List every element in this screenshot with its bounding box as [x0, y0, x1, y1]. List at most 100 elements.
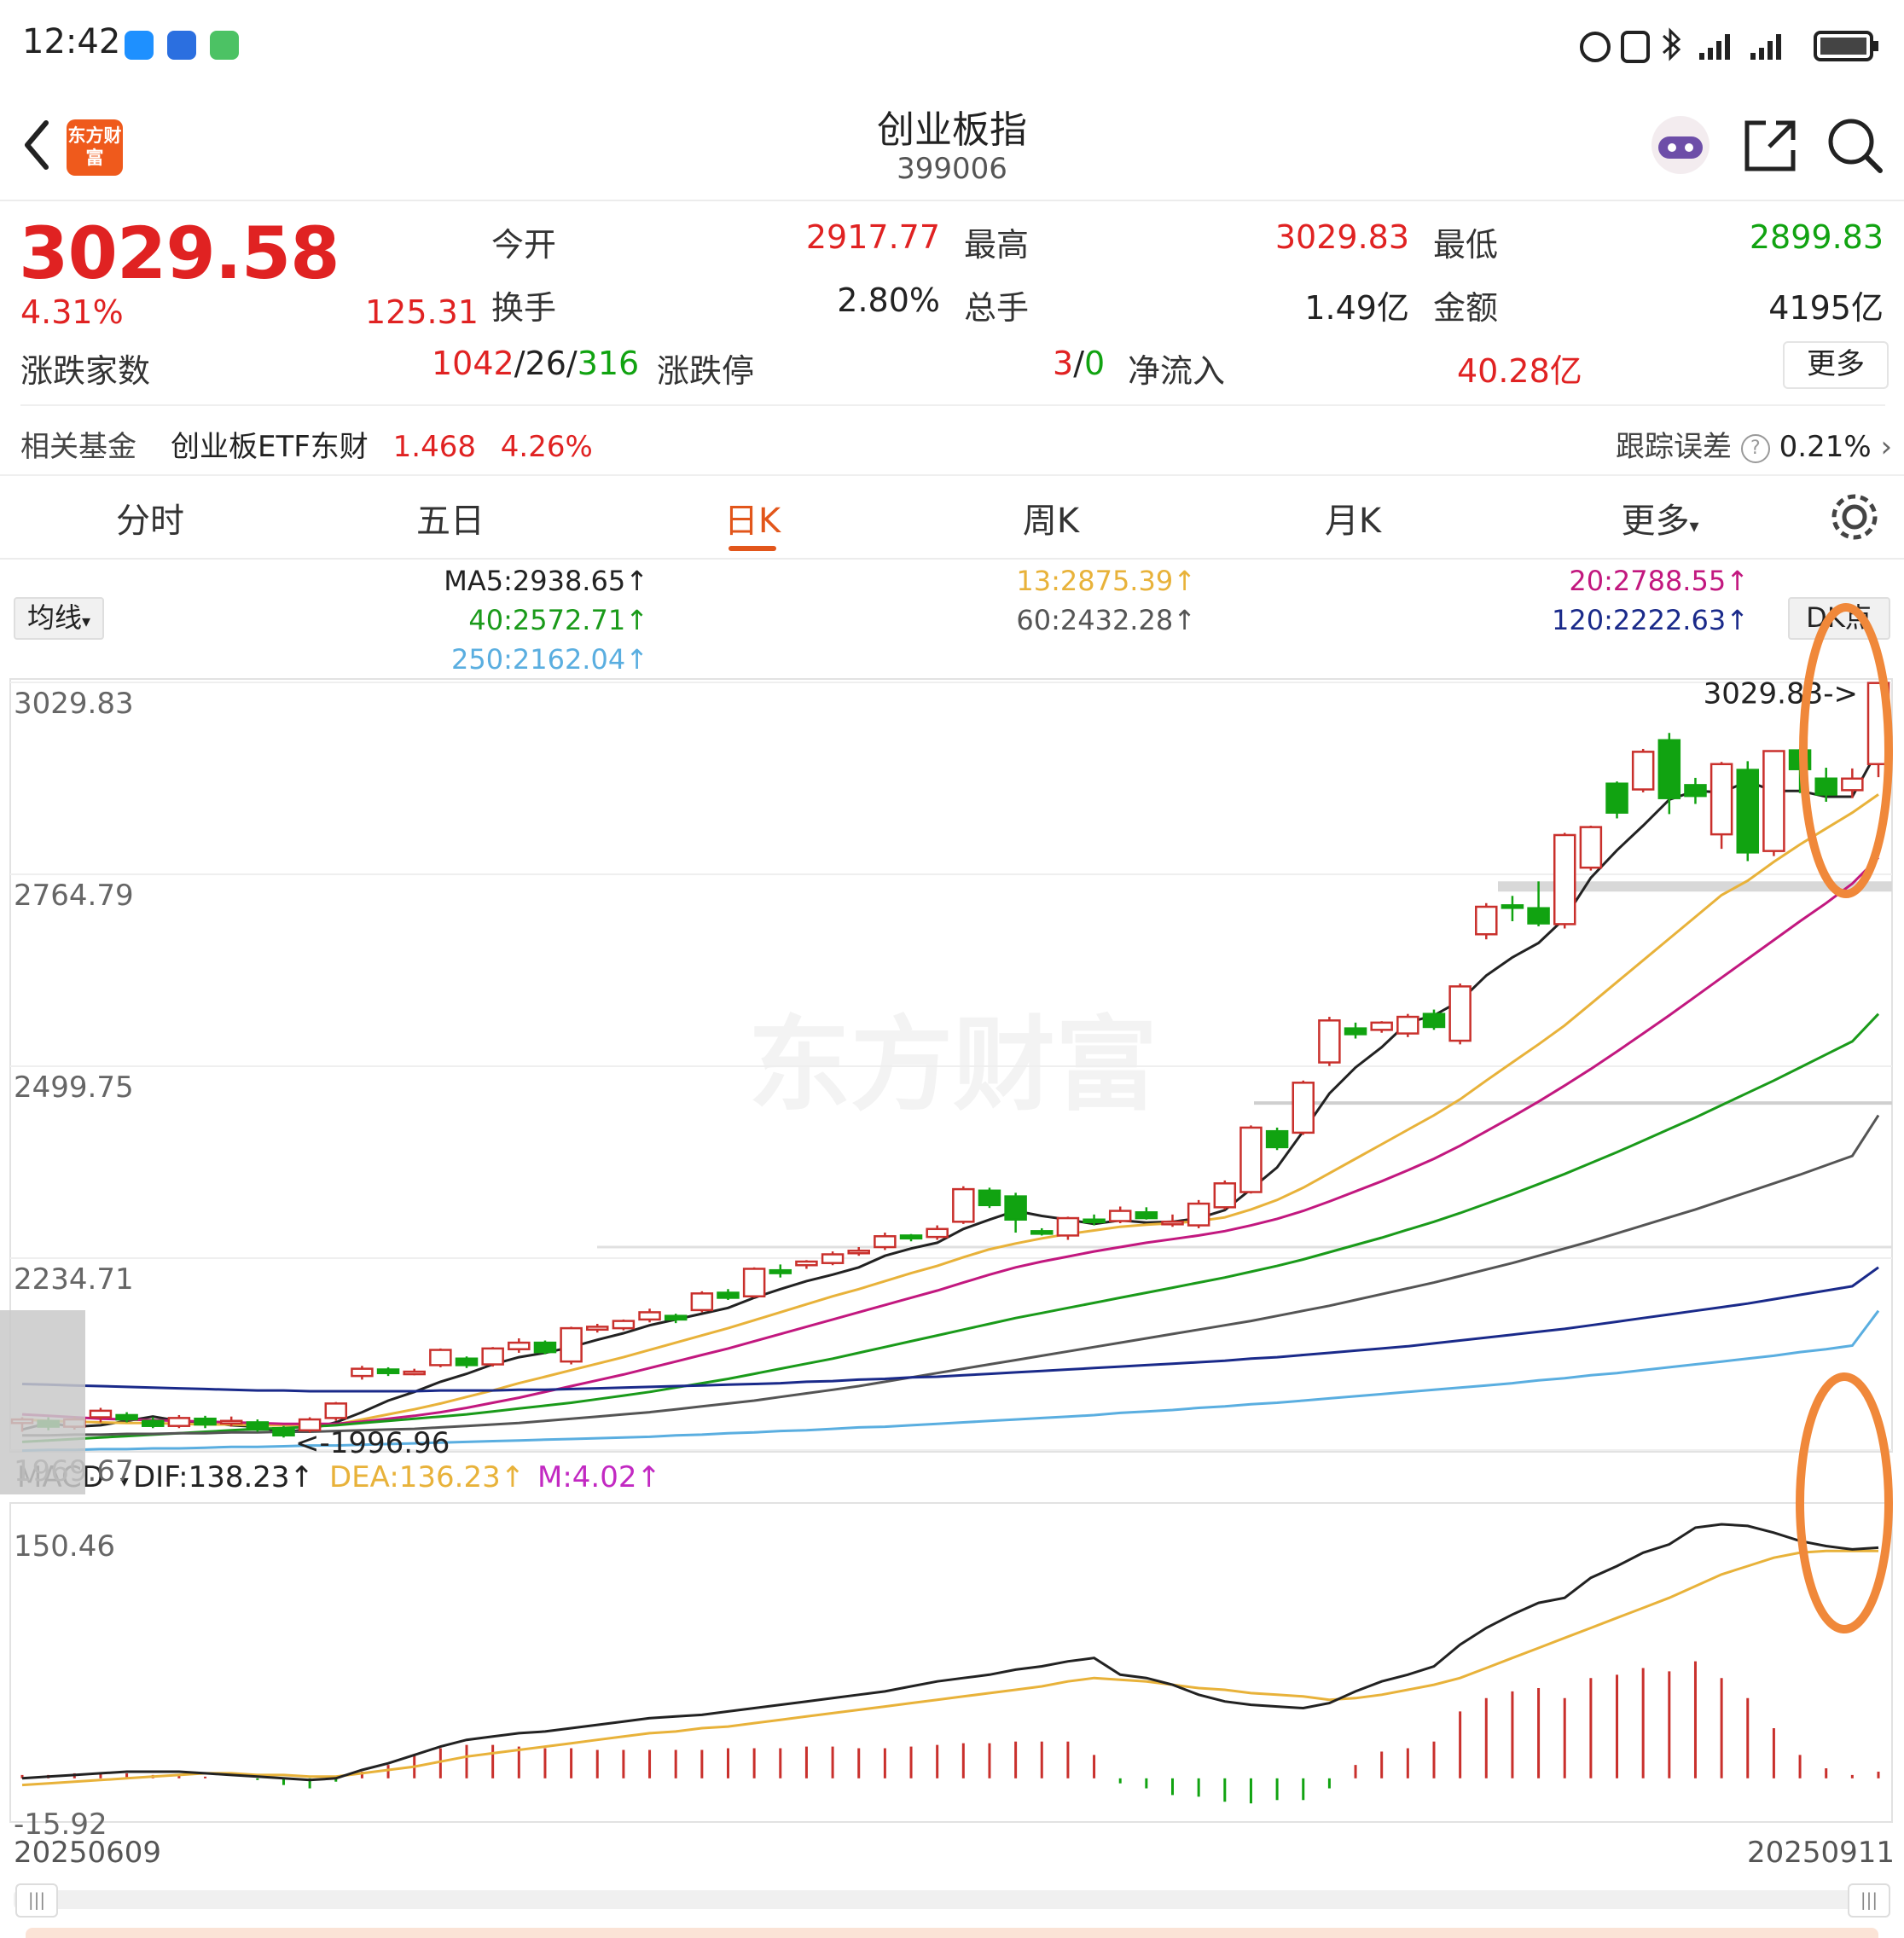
candle	[638, 1311, 661, 1321]
settings-icon[interactable]	[1827, 490, 1882, 544]
macd-dif-label: DIF:138.23↑	[133, 1460, 315, 1494]
change-percent: 4.31%	[20, 293, 124, 331]
scrollbar-handle-right[interactable]: |||	[1848, 1883, 1890, 1918]
tab-label: 更多	[1621, 502, 1690, 541]
candle	[1631, 751, 1655, 791]
candle	[455, 1357, 479, 1366]
scrollbar-track[interactable]	[14, 1890, 1887, 1909]
candle	[560, 1326, 583, 1363]
candle	[1187, 1202, 1210, 1227]
low-label: <-1996.96	[295, 1426, 450, 1460]
tab-label: 月K	[1324, 502, 1382, 541]
candle	[926, 1227, 949, 1239]
candle	[89, 1409, 113, 1419]
quote-stat-label: 最低	[1433, 226, 1499, 264]
quote-stat-value: 3029.83	[1274, 218, 1409, 256]
active-tab-indicator	[729, 546, 776, 551]
candle	[351, 1367, 374, 1378]
ma-legend-item: MA5:2938.65↑	[444, 565, 648, 597]
candle	[1422, 1013, 1446, 1029]
bottom-banner	[26, 1928, 1878, 1938]
tab-2[interactable]: 日K	[667, 493, 838, 551]
tracking-value: 0.21%	[1779, 430, 1872, 464]
limit-down: 0	[1084, 345, 1106, 382]
quote-stat-label: 总手	[964, 289, 1030, 327]
limit-label: 涨跌停	[657, 352, 755, 390]
candle	[1396, 1015, 1419, 1035]
candle	[1318, 1019, 1341, 1064]
candle	[717, 1291, 740, 1299]
candle	[1292, 1082, 1315, 1134]
candle	[874, 1235, 897, 1249]
tab-1[interactable]: 五日	[365, 493, 536, 543]
fund-price: 1.468	[392, 430, 476, 464]
support-band	[1498, 881, 1892, 892]
macd-selector[interactable]: MACD ▾	[17, 1460, 129, 1494]
tab-4[interactable]: 月K	[1268, 493, 1438, 543]
candle	[978, 1189, 1001, 1207]
scrollbar-handle-left[interactable]: |||	[15, 1883, 58, 1918]
assistant-icon[interactable]	[1646, 111, 1715, 179]
candle	[1657, 739, 1681, 799]
candle	[1501, 904, 1524, 909]
tracking-error[interactable]: 跟踪误差 ? 0.21% ›	[1616, 423, 1892, 465]
tab-label: 分时	[116, 502, 184, 541]
page-title: 创业板指	[877, 108, 1027, 152]
caret-down-icon: ▾	[1689, 516, 1699, 537]
fund-name: 创业板ETF东财	[171, 430, 369, 464]
netflow-value: 40.28亿	[1457, 352, 1582, 390]
candle	[167, 1417, 191, 1427]
candle	[847, 1250, 870, 1255]
app-header	[0, 94, 1904, 201]
candle	[1710, 763, 1733, 836]
candle	[1579, 826, 1603, 869]
back-icon[interactable]	[15, 111, 67, 179]
ma-line-40	[21, 1013, 1880, 1443]
fund-link[interactable]: 创业板ETF东财 1.468 4.26%	[171, 423, 593, 465]
tab-5[interactable]: 更多▾	[1575, 493, 1745, 543]
candle	[1108, 1210, 1132, 1222]
annotation-circle	[1796, 1372, 1893, 1633]
candle	[899, 1234, 923, 1240]
x-start-date: 20250609	[14, 1836, 162, 1870]
candle	[586, 1326, 609, 1332]
chevron-right-icon: ›	[1880, 430, 1893, 464]
macd-selector-label: MACD	[17, 1460, 104, 1494]
y-axis-label: 2764.79	[14, 879, 134, 913]
tab-label: 周K	[1022, 502, 1080, 541]
candle	[1814, 777, 1837, 796]
quote-stat-label: 金额	[1433, 289, 1499, 327]
share-icon[interactable]	[1740, 116, 1800, 176]
limit-values: 3/0	[1053, 345, 1106, 382]
candle	[1239, 1126, 1263, 1193]
current-price: 3029.58	[19, 212, 340, 295]
candle	[690, 1292, 714, 1312]
quote-stat-value: 2.80%	[837, 281, 940, 319]
help-icon: ?	[1740, 433, 1770, 463]
ma-legend-item: 120:2222.63↑	[1552, 604, 1749, 636]
dk-button[interactable]: DK点	[1788, 597, 1890, 640]
candle	[1135, 1211, 1158, 1220]
ma-legend-item: 60:2432.28↑	[1016, 604, 1196, 636]
more-button[interactable]: 更多	[1783, 341, 1889, 389]
candle	[952, 1187, 975, 1223]
stock-code: 399006	[897, 152, 1007, 186]
ma-line-250	[21, 1309, 1880, 1453]
divider	[20, 404, 1885, 406]
y-axis-label: 2499.75	[14, 1071, 134, 1105]
ma-line-13	[21, 793, 1879, 1427]
candle	[115, 1413, 138, 1421]
macd-y-label: 150.46	[14, 1529, 115, 1564]
candle	[37, 1419, 60, 1428]
quote-stat-value: 1.49亿	[1304, 289, 1409, 327]
search-icon[interactable]	[1826, 116, 1885, 176]
ma-selector-label: 均线	[26, 601, 82, 634]
quote-stat-label: 今开	[491, 226, 557, 264]
ma-line-MA5	[21, 748, 1880, 1434]
bluetooth-icon	[1663, 27, 1681, 61]
tab-3[interactable]: 周K	[966, 493, 1136, 543]
candle	[1213, 1182, 1237, 1209]
candle	[612, 1320, 636, 1330]
ma-selector[interactable]: 均线▾	[14, 597, 104, 640]
tab-0[interactable]: 分时	[65, 493, 235, 543]
